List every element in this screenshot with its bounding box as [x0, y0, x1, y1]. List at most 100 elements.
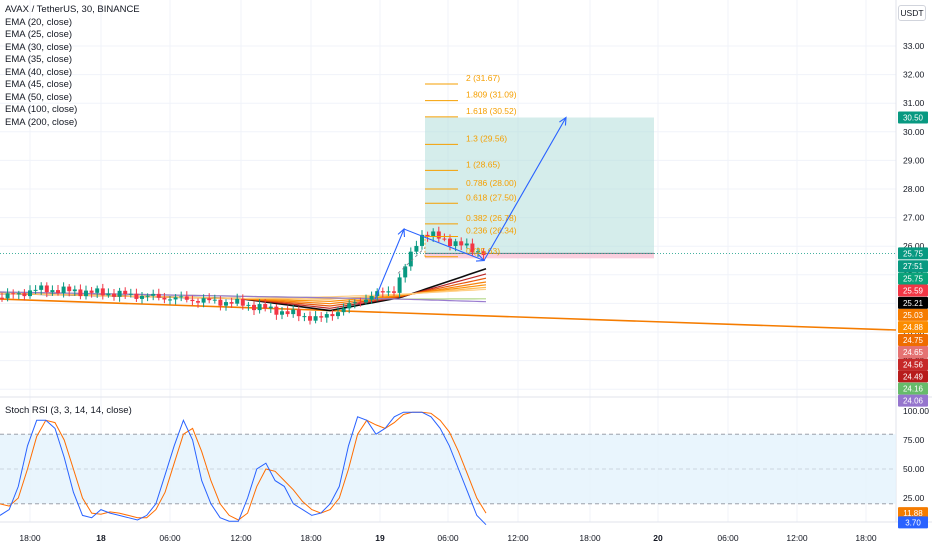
candle-body: [470, 243, 475, 253]
candle-body: [263, 304, 268, 309]
candle-body: [235, 298, 240, 304]
candle-body: [358, 302, 363, 304]
chart-header: AVAX / TetherUS, 30, BINANCE EMA (20, cl…: [5, 4, 140, 129]
candle-body: [145, 295, 150, 297]
price-tick-label: 32.00: [903, 70, 925, 80]
ema-legend-item[interactable]: EMA (45, close): [5, 79, 73, 90]
candle-body: [39, 285, 44, 290]
support-trendline: [0, 298, 897, 331]
candle-body: [246, 304, 251, 306]
time-tick-label: 12:00: [507, 533, 529, 543]
candle-body: [369, 296, 374, 300]
candle-body: [336, 312, 340, 317]
ema-legend-item[interactable]: EMA (25, close): [5, 29, 73, 40]
candle-body: [134, 293, 139, 299]
stoch-badge: [898, 516, 928, 529]
price-badge-label: 24.49: [903, 372, 924, 381]
candle-body: [481, 251, 486, 256]
ema-legend-item[interactable]: EMA (40, close): [5, 66, 73, 78]
candle-body: [78, 289, 83, 297]
candle-body: [268, 306, 273, 309]
candle-body: [285, 311, 290, 315]
price-badge: [898, 247, 928, 260]
fib-level-label: 0.618 (27.50): [466, 192, 517, 202]
candlesticks: [0, 226, 486, 325]
candle-body: [162, 297, 167, 300]
candle-body: [386, 291, 391, 293]
fib-level-label: 1.618 (30.52): [466, 106, 517, 116]
candle-body: [179, 296, 184, 298]
stoch-rsi-title[interactable]: Stoch RSI (3, 3, 14, 14, close): [5, 405, 132, 416]
stoch-band: [0, 434, 896, 504]
arrow-head: [559, 116, 567, 126]
candle-body: [56, 290, 60, 294]
price-badge-label: 25.21: [903, 299, 924, 308]
candle-body: [414, 245, 419, 252]
price-badge: [898, 296, 928, 309]
price-badge-label: 25.03: [903, 311, 924, 320]
price-badge-label: 24.65: [903, 348, 924, 357]
price-badge: [898, 111, 928, 124]
fib-level-label: 0.236 (26.34): [466, 225, 517, 235]
candle-body: [207, 298, 212, 301]
ema-legend-item[interactable]: EMA (35, close): [5, 54, 73, 65]
stoch-badge-label: 3.70: [905, 518, 921, 527]
time-tick-label: 06:00: [437, 533, 459, 543]
time-tick-label: 06:00: [717, 533, 739, 543]
time-tick-label: 18:00: [300, 533, 322, 543]
fib-level-label: 0.786 (28.00): [466, 178, 517, 188]
candle-body: [364, 299, 368, 303]
candle-body: [11, 293, 16, 295]
symbol-title[interactable]: AVAX / TetherUS, 30, BINANCE: [5, 4, 140, 15]
candle-body: [190, 299, 195, 302]
ema-legend-item[interactable]: EMA (100, close): [5, 104, 78, 115]
candle-body: [67, 286, 72, 292]
candle-body: [347, 303, 352, 309]
pane-backgrounds: [0, 433, 896, 505]
ema-legend-item[interactable]: EMA (200, close): [5, 116, 78, 128]
time-tick-label: 12:00: [230, 533, 252, 543]
fib-level-label: 1.809 (31.09): [466, 90, 517, 100]
candle-body: [476, 251, 480, 253]
candle-body: [72, 289, 77, 292]
fib-extension: 2 (31.67) 1.809 (31.09) 1.618 (30.52) 1.3 (…: [424, 73, 517, 258]
price-tick-label: 27.00: [903, 213, 925, 223]
candle-body: [156, 293, 161, 298]
price-badge-label: 25.75: [903, 249, 924, 258]
stoch-tick-label: 75.00: [903, 435, 925, 445]
candle-body: [302, 316, 307, 318]
candle-body: [280, 311, 284, 315]
time-tick-label: 18:00: [19, 533, 41, 543]
candle-body: [257, 304, 262, 311]
candle-body: [420, 234, 424, 246]
ema-legend-item[interactable]: EMA (20, close): [5, 16, 73, 28]
stoch-badge-label: 11.88: [903, 509, 923, 518]
ema-legend-item[interactable]: EMA (30, close): [5, 41, 73, 53]
candle-body: [123, 290, 128, 295]
candle-body: [291, 309, 296, 315]
candle-body: [453, 241, 458, 247]
candle-body: [252, 304, 256, 311]
price-badge: [898, 382, 928, 395]
time-tick-label: 19: [375, 533, 385, 543]
target-zone: [425, 117, 654, 254]
candle-body: [319, 316, 324, 318]
price-badge-label: 30.50: [903, 114, 924, 123]
candle-body: [431, 231, 436, 237]
trendline: [0, 298, 897, 331]
candle-body: [140, 295, 144, 299]
candle-body: [308, 316, 312, 321]
candle-body: [341, 308, 346, 313]
price-badge-label: 27:51: [903, 262, 924, 271]
candle-body: [392, 291, 396, 293]
candle-body: [201, 298, 206, 303]
price-badge-label: 24.56: [903, 360, 924, 369]
candle-body: [229, 302, 234, 304]
ema-legend-item[interactable]: EMA (50, close): [5, 91, 73, 103]
candle-body: [448, 238, 452, 247]
currency-label[interactable]: USDT: [898, 5, 926, 21]
price-badge: [898, 370, 928, 383]
candle-body: [84, 290, 88, 297]
projection-arrows: [374, 116, 567, 300]
